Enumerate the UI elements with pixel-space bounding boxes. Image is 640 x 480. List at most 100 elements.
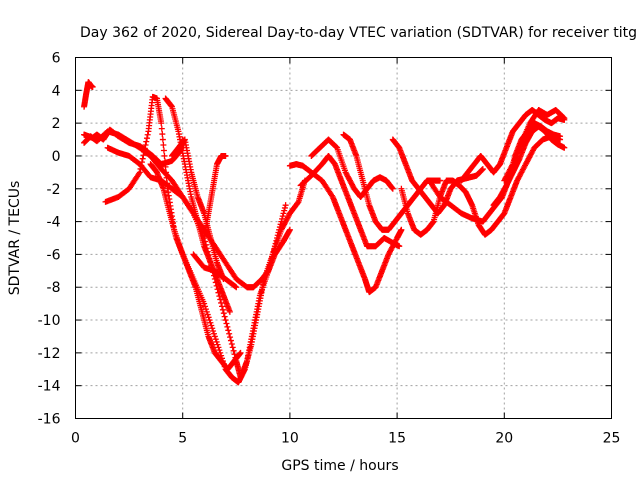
data-point: [389, 185, 396, 192]
y-tick-label: -14: [38, 379, 61, 395]
data-point: [396, 243, 403, 250]
data-point: [230, 347, 237, 354]
data-point: [202, 303, 209, 310]
data-point: [561, 115, 568, 122]
y-tick-label: -10: [38, 313, 61, 329]
y-tick-label: -8: [47, 280, 61, 296]
data-point: [161, 152, 168, 159]
data-point: [228, 340, 235, 347]
data-point: [217, 349, 224, 356]
series-18: [458, 107, 568, 184]
data-point: [560, 114, 567, 121]
data-point: [294, 199, 301, 206]
x-axis-title: GPS time / hours: [281, 458, 398, 474]
data-point: [210, 327, 217, 334]
data-point: [557, 133, 564, 140]
data-point: [281, 207, 288, 214]
y-tick-label: 2: [52, 116, 61, 132]
data-point: [479, 166, 486, 173]
data-point: [229, 344, 236, 351]
data-point: [209, 325, 216, 332]
data-point: [282, 202, 289, 209]
y-tick-label: -2: [47, 182, 61, 198]
x-tick-label: 20: [495, 431, 513, 447]
data-point: [160, 147, 167, 154]
chart-title: Day 362 of 2020, Sidereal Day-to-day VTE…: [80, 25, 637, 41]
data-point: [218, 299, 225, 306]
data-point: [141, 145, 148, 152]
y-axis-title: SDTVAR / TECUs: [7, 181, 23, 296]
data-point: [143, 135, 150, 142]
data-point: [212, 336, 219, 343]
data-point: [140, 152, 147, 159]
data-point: [204, 311, 211, 318]
data-point: [436, 177, 443, 184]
data-point: [233, 284, 240, 291]
series-14: [340, 131, 443, 233]
data-point: [231, 351, 238, 358]
data-point: [141, 148, 148, 155]
data-point: [202, 306, 209, 313]
data-point: [225, 327, 232, 334]
x-tick-label: 25: [603, 431, 621, 447]
series-19: [490, 123, 568, 209]
data-point: [220, 310, 227, 317]
x-tick-label: 0: [71, 431, 80, 447]
data-point: [208, 322, 215, 329]
data-points: [81, 79, 568, 386]
data-point: [224, 323, 231, 330]
data-point: [159, 136, 166, 143]
data-point: [163, 169, 170, 176]
data-point: [163, 174, 170, 181]
plot-frame: [75, 57, 612, 419]
series-6: [147, 161, 244, 373]
data-point: [89, 84, 96, 91]
data-point: [226, 308, 233, 315]
data-point: [227, 337, 234, 344]
data-point: [207, 319, 214, 326]
data-point: [223, 320, 230, 327]
data-point: [561, 144, 568, 151]
data-point: [205, 314, 212, 321]
data-point: [159, 131, 166, 138]
data-point: [158, 120, 165, 127]
data-point: [398, 226, 405, 233]
y-tick-label: 0: [52, 149, 61, 165]
data-point: [286, 226, 293, 233]
data-point: [280, 210, 287, 217]
y-tick-label: 4: [52, 83, 61, 99]
series-9: [201, 152, 229, 241]
data-point: [210, 330, 217, 337]
data-point: [144, 131, 151, 138]
data-point: [142, 142, 149, 149]
data-point: [216, 293, 223, 300]
data-point: [139, 155, 146, 162]
data-point: [221, 313, 228, 320]
y-tick-label: -4: [47, 215, 61, 231]
data-point: [226, 330, 233, 337]
series-16: [398, 133, 564, 238]
data-point: [222, 152, 229, 159]
y-tick-label: -16: [38, 412, 61, 428]
data-point: [162, 158, 169, 165]
axes: 0 5 10 15 20 25 -16 -14 -12 -10 -8 -6 -4 -2 0 2 4 6: [38, 51, 621, 447]
data-point: [237, 349, 244, 356]
series-12: [297, 152, 403, 250]
data-point: [281, 204, 288, 211]
data-point: [160, 142, 167, 149]
data-point: [279, 215, 286, 222]
data-point: [214, 341, 221, 348]
data-point: [213, 338, 220, 345]
y-tick-label: -6: [47, 247, 61, 263]
series-20: [501, 107, 568, 184]
data-point: [216, 347, 223, 354]
data-point: [215, 344, 222, 351]
series-7: [162, 95, 233, 315]
y-tick-label: -12: [38, 346, 61, 362]
data-point: [219, 306, 226, 313]
data-point: [158, 125, 165, 132]
data-point: [279, 213, 286, 220]
series-11: [286, 161, 405, 296]
data-point: [136, 169, 143, 176]
